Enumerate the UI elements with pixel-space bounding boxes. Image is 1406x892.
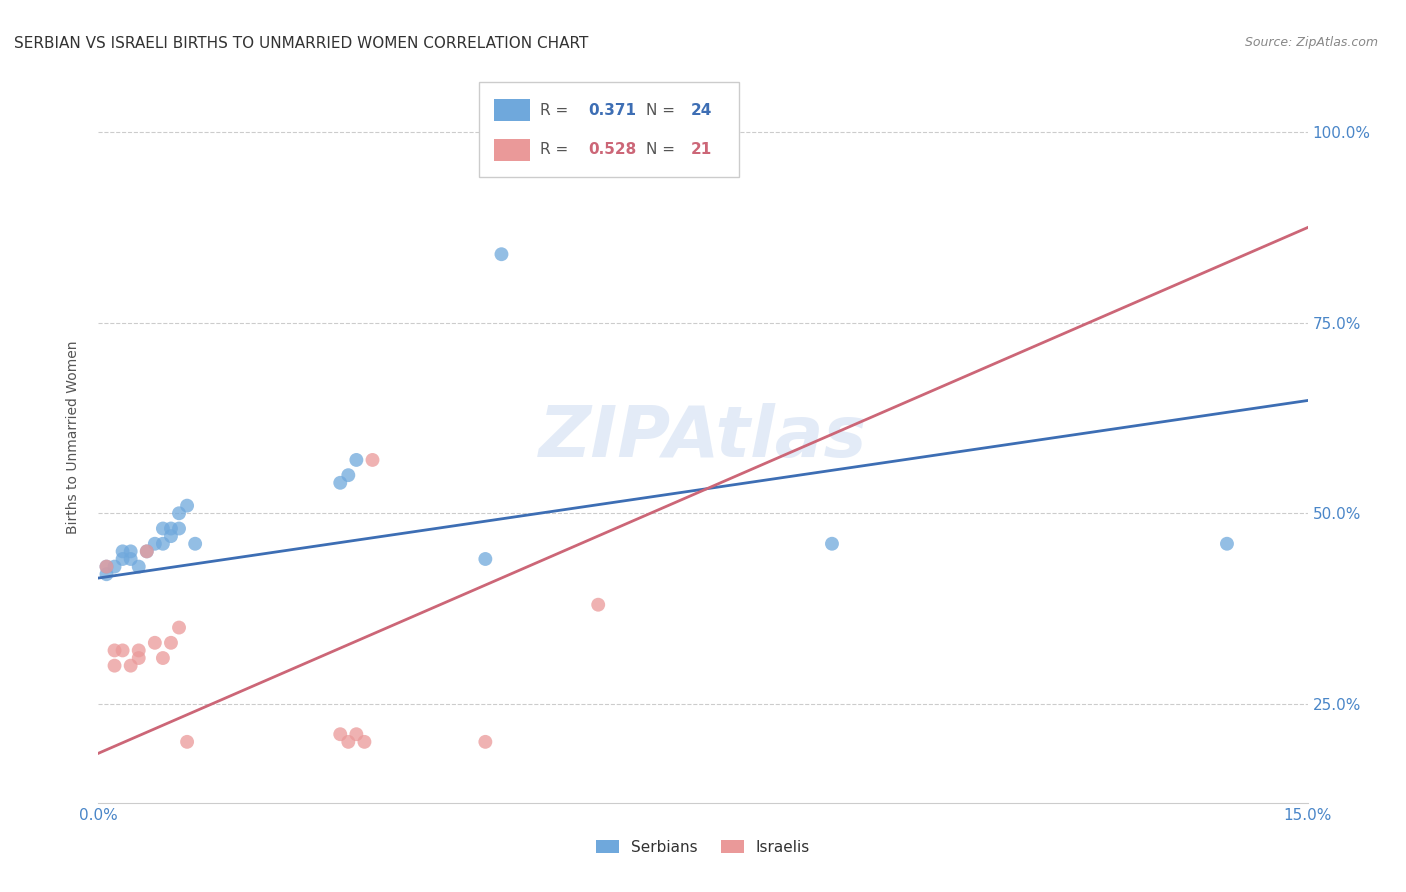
Text: Source: ZipAtlas.com: Source: ZipAtlas.com — [1244, 36, 1378, 49]
Point — [160, 636, 183, 650]
Point — [160, 529, 183, 543]
Point — [167, 621, 190, 635]
Point — [491, 247, 513, 261]
Point — [152, 537, 174, 551]
Bar — [494, 99, 530, 121]
Point — [111, 552, 134, 566]
Point — [152, 651, 174, 665]
Point — [128, 651, 150, 665]
Text: ZIPAtlas: ZIPAtlas — [538, 402, 868, 472]
Point — [111, 643, 134, 657]
Point — [103, 559, 125, 574]
Point — [586, 598, 609, 612]
Point — [152, 521, 174, 535]
Point — [96, 559, 118, 574]
Point — [474, 735, 496, 749]
Point — [135, 544, 157, 558]
Point — [128, 559, 150, 574]
Y-axis label: Births to Unmarried Women: Births to Unmarried Women — [66, 341, 80, 533]
Point — [111, 544, 134, 558]
FancyBboxPatch shape — [479, 82, 740, 178]
Point — [821, 537, 844, 551]
Point — [167, 506, 190, 520]
Text: 0.528: 0.528 — [588, 142, 637, 157]
Text: N =: N = — [647, 142, 681, 157]
Point — [176, 735, 198, 749]
Point — [337, 735, 360, 749]
Text: SERBIAN VS ISRAELI BIRTHS TO UNMARRIED WOMEN CORRELATION CHART: SERBIAN VS ISRAELI BIRTHS TO UNMARRIED W… — [14, 36, 589, 51]
Point — [128, 643, 150, 657]
Point — [1216, 537, 1239, 551]
Point — [120, 544, 142, 558]
Text: 24: 24 — [690, 103, 713, 118]
Text: R =: R = — [540, 142, 572, 157]
Point — [353, 735, 375, 749]
Bar — [494, 138, 530, 161]
Point — [120, 552, 142, 566]
Point — [120, 658, 142, 673]
Point — [103, 643, 125, 657]
Point — [135, 544, 157, 558]
Point — [344, 727, 367, 741]
Point — [96, 567, 118, 582]
Point — [344, 453, 367, 467]
Point — [329, 475, 352, 490]
Point — [143, 537, 166, 551]
Text: R =: R = — [540, 103, 572, 118]
Point — [337, 468, 360, 483]
Point — [184, 537, 207, 551]
Legend: Serbians, Israelis: Serbians, Israelis — [591, 834, 815, 861]
Point — [160, 521, 183, 535]
Point — [103, 658, 125, 673]
Text: 0.371: 0.371 — [588, 103, 636, 118]
Point — [361, 453, 384, 467]
Point — [176, 499, 198, 513]
Text: N =: N = — [647, 103, 681, 118]
Point — [329, 727, 352, 741]
Point — [167, 521, 190, 535]
Point — [96, 559, 118, 574]
Point — [474, 552, 496, 566]
Point — [595, 110, 617, 124]
Point — [143, 636, 166, 650]
Text: 21: 21 — [690, 142, 713, 157]
